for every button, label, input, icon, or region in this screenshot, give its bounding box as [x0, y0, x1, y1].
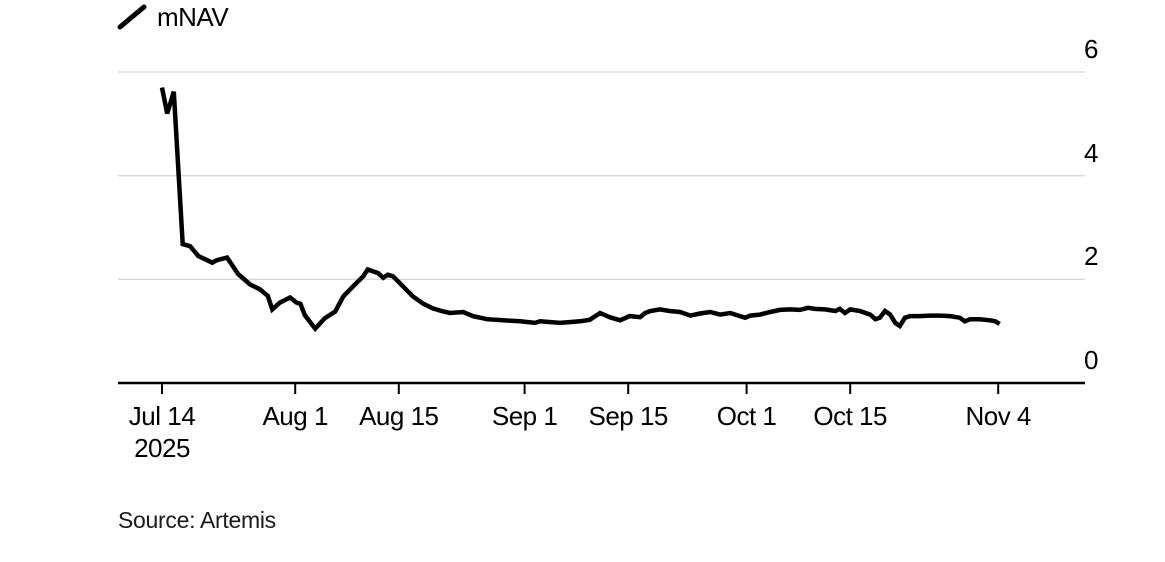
x-tick-label: Oct 15: [813, 401, 887, 431]
x-tick-label: Nov 4: [965, 401, 1031, 431]
x-tick-label: Sep 15: [588, 401, 668, 431]
x-tick-label: Sep 1: [491, 401, 558, 431]
x-tick-label: Aug 1: [262, 401, 328, 431]
chart-legend: mNAV: [116, 2, 229, 32]
y-tick-label: 2: [1084, 241, 1098, 272]
y-tick-label: 0: [1084, 345, 1098, 375]
x-tick-label: Jul 14 2025: [128, 401, 196, 463]
y-tick-label: 6: [1084, 34, 1098, 64]
line-series-swatch-icon: [117, 4, 147, 30]
source-caption: Source: Artemis: [118, 507, 276, 533]
x-tick-label: Aug 15: [359, 401, 439, 431]
legend-label: mNAV: [157, 2, 229, 32]
x-tick-label: Oct 1: [716, 401, 777, 431]
mnav-series-line: [159, 87, 1001, 333]
y-tick-label: 4: [1084, 137, 1098, 168]
